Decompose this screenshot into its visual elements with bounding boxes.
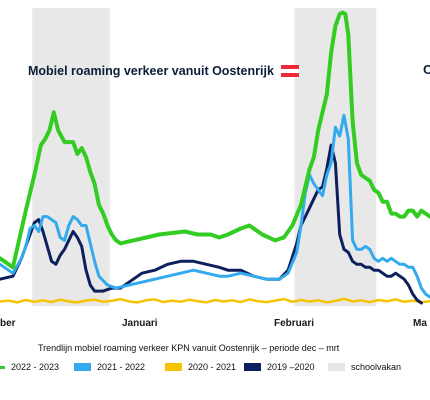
- series-line-2020-2021: [0, 297, 430, 304]
- x-tick-label: ber: [0, 318, 16, 329]
- legend-label: 2020 - 2021: [188, 362, 237, 372]
- legend-item: 2019 –2020: [244, 362, 315, 372]
- x-tick-label: Ma: [413, 318, 427, 329]
- legend-label: 2019 –2020: [267, 362, 315, 372]
- chart-title: Mobiel roaming verkeer vanuit Oostenrijk: [28, 64, 299, 78]
- legend-swatch: [244, 363, 261, 371]
- legend: 2022 - 2023 2021 - 2022 2020 - 2021 2019 –2…: [0, 362, 430, 376]
- legend-swatch: [328, 363, 345, 371]
- legend-label: 2022 - 2023: [11, 362, 60, 372]
- series-line-2022-2023: [0, 10, 430, 270]
- cropped-right-title: O: [423, 62, 430, 77]
- x-tick-label: Januari: [122, 318, 158, 329]
- chart-title-text: Mobiel roaming verkeer vanuit Oostenrijk: [28, 64, 274, 78]
- series-line-2021-2022: [0, 113, 430, 299]
- legend-item: schoolvakan: [328, 362, 401, 372]
- legend-swatch: [165, 363, 182, 371]
- legend-label: 2021 - 2022: [97, 362, 146, 372]
- series-lines: [0, 10, 430, 305]
- legend-label: schoolvakan: [351, 362, 402, 372]
- austria-flag-icon: [280, 65, 299, 77]
- legend-swatch: [0, 365, 5, 369]
- legend-item: 2020 - 2021: [165, 362, 236, 372]
- x-tick-label: Februari: [274, 318, 315, 329]
- holiday-band-0: [32, 8, 110, 306]
- legend-swatch: [74, 363, 91, 371]
- chart-subtitle: Trendlijn mobiel roaming verkeer KPN van…: [38, 343, 340, 353]
- legend-item: 2022 - 2023: [0, 362, 59, 372]
- legend-item: 2021 - 2022: [74, 362, 145, 372]
